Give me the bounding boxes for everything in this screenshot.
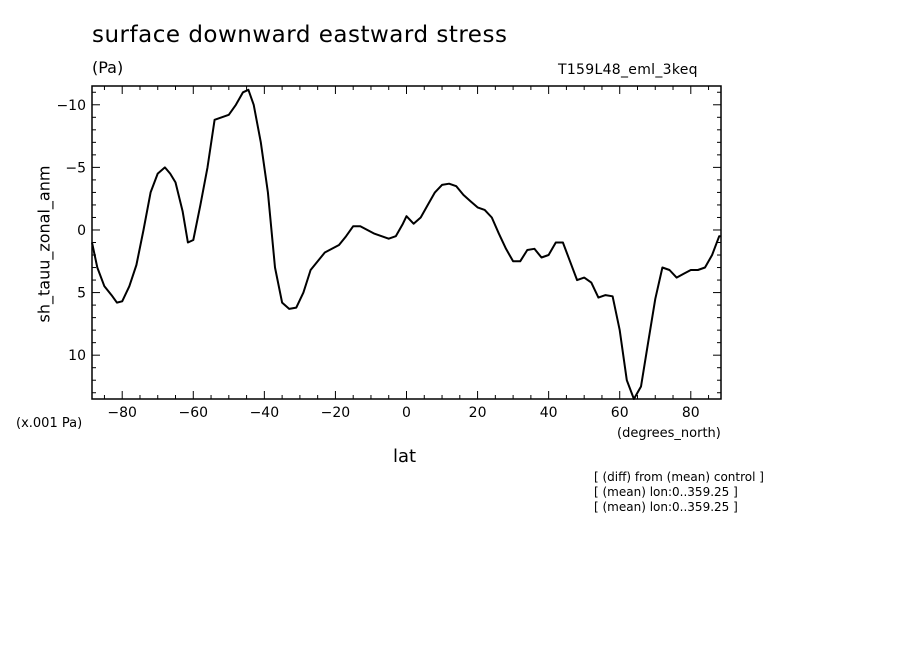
- axis-ticks: [92, 86, 721, 399]
- y-tick-label: 10: [68, 348, 86, 364]
- note-line: [ (mean) lon:0..359.25 ]: [594, 500, 738, 514]
- series-line: [91, 88, 721, 400]
- y-tick-label: 5: [77, 286, 86, 302]
- chart-title: surface downward eastward stress: [92, 22, 508, 48]
- x-units-label: (degrees_north): [617, 426, 721, 441]
- x-tick-label: 40: [540, 405, 558, 421]
- run-label: T159L48_eml_3keq: [558, 62, 698, 78]
- note-line: [ (diff) from (mean) control ]: [594, 470, 764, 484]
- y-tick-label: 0: [77, 223, 86, 239]
- chart-units: (Pa): [92, 58, 124, 77]
- y-tick-label: −5: [65, 160, 86, 176]
- tick-labels: −80 −60 −40 −20 0 20 40 60 80 −10 −5 0 5 10: [56, 98, 699, 421]
- x-tick-label: −40: [250, 405, 280, 421]
- x-tick-label: 20: [469, 405, 487, 421]
- x-tick-label: −80: [107, 405, 137, 421]
- x-tick-label: −20: [321, 405, 351, 421]
- x-tick-label: 60: [611, 405, 629, 421]
- y-tick-label: −10: [56, 98, 86, 114]
- x-tick-label: −60: [179, 405, 209, 421]
- note-line: [ (mean) lon:0..359.25 ]: [594, 485, 738, 499]
- plot-frame: [91, 85, 722, 400]
- y-scale-label: (x.001 Pa): [16, 416, 83, 431]
- x-axis-label: lat: [393, 446, 417, 467]
- x-tick-label: 0: [402, 405, 411, 421]
- x-tick-label: 80: [682, 405, 700, 421]
- notes-block: [ (diff) from (mean) control ] [ (mean) …: [594, 470, 764, 515]
